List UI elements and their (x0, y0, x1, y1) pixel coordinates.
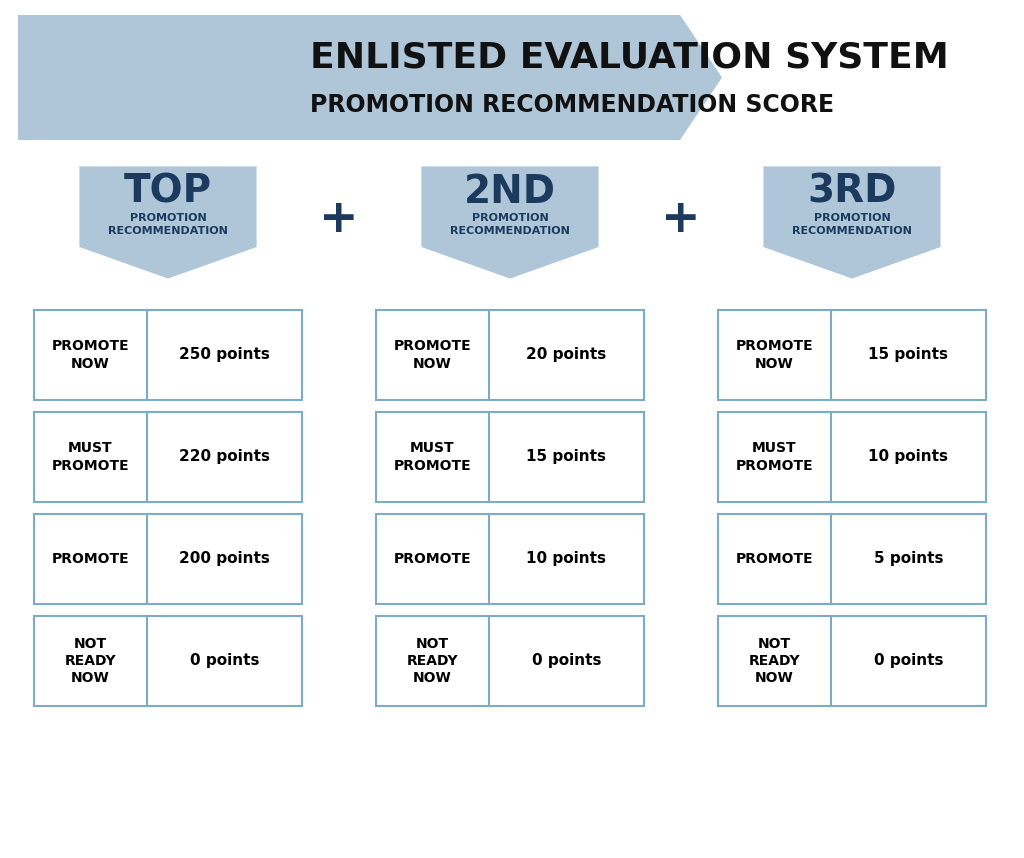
Text: 15 points: 15 points (868, 347, 948, 362)
Text: MUST
PROMOTE: MUST PROMOTE (51, 441, 129, 473)
Text: MUST
PROMOTE: MUST PROMOTE (393, 441, 471, 473)
FancyBboxPatch shape (34, 310, 302, 400)
Text: PROMOTE
NOW: PROMOTE NOW (735, 340, 813, 371)
Text: 10 points: 10 points (868, 450, 948, 464)
Text: PROMOTION
RECOMMENDATION: PROMOTION RECOMMENDATION (451, 213, 570, 236)
Text: PROMOTION RECOMMENDATION SCORE: PROMOTION RECOMMENDATION SCORE (310, 93, 835, 117)
Text: MUST
PROMOTE: MUST PROMOTE (735, 441, 813, 473)
Polygon shape (762, 165, 942, 280)
Text: 15 points: 15 points (526, 450, 606, 464)
Text: +: + (319, 197, 358, 243)
Text: 10 points: 10 points (526, 552, 606, 566)
FancyBboxPatch shape (718, 616, 986, 706)
Text: PROMOTE
NOW: PROMOTE NOW (393, 340, 471, 371)
Text: ENLISTED EVALUATION SYSTEM: ENLISTED EVALUATION SYSTEM (310, 41, 949, 75)
FancyBboxPatch shape (34, 514, 302, 604)
Text: NOT
READY
NOW: NOT READY NOW (749, 637, 800, 686)
FancyBboxPatch shape (718, 412, 986, 502)
Text: 2ND: 2ND (464, 172, 556, 210)
Text: PROMOTION
RECOMMENDATION: PROMOTION RECOMMENDATION (109, 213, 228, 236)
FancyBboxPatch shape (376, 310, 644, 400)
Text: 0 points: 0 points (531, 654, 601, 668)
Text: 20 points: 20 points (526, 347, 606, 362)
Text: 200 points: 200 points (179, 552, 269, 566)
FancyBboxPatch shape (376, 514, 644, 604)
Text: PROMOTE: PROMOTE (735, 552, 813, 566)
Text: 0 points: 0 points (873, 654, 943, 668)
Polygon shape (78, 165, 258, 280)
Text: PROMOTE: PROMOTE (393, 552, 471, 566)
Polygon shape (18, 15, 722, 140)
Text: TOP: TOP (124, 172, 212, 210)
Text: 250 points: 250 points (179, 347, 269, 362)
FancyBboxPatch shape (34, 616, 302, 706)
Text: 5 points: 5 points (873, 552, 943, 566)
Text: 3RD: 3RD (807, 172, 897, 210)
FancyBboxPatch shape (718, 310, 986, 400)
Text: PROMOTION
RECOMMENDATION: PROMOTION RECOMMENDATION (792, 213, 912, 236)
Text: NOT
READY
NOW: NOT READY NOW (407, 637, 458, 686)
FancyBboxPatch shape (376, 616, 644, 706)
Text: 0 points: 0 points (189, 654, 259, 668)
Polygon shape (420, 165, 600, 280)
Text: 220 points: 220 points (179, 450, 269, 464)
FancyBboxPatch shape (376, 412, 644, 502)
Text: PROMOTE
NOW: PROMOTE NOW (51, 340, 129, 371)
FancyBboxPatch shape (34, 412, 302, 502)
Text: PROMOTE: PROMOTE (51, 552, 129, 566)
Text: +: + (662, 197, 700, 243)
Text: NOT
READY
NOW: NOT READY NOW (65, 637, 116, 686)
FancyBboxPatch shape (718, 514, 986, 604)
